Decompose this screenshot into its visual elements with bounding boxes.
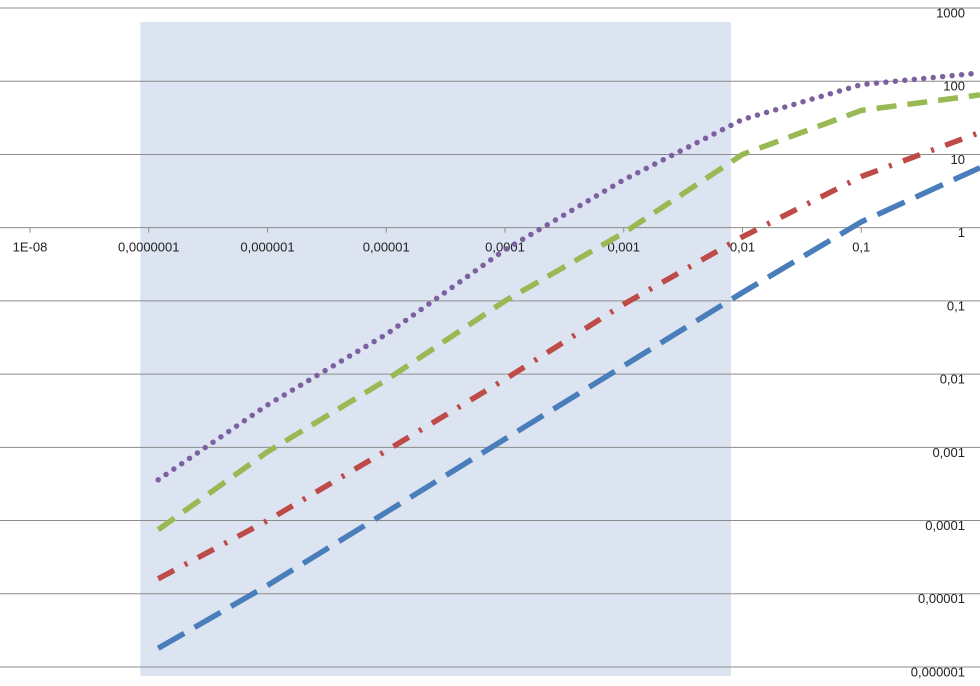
- y-tick-label: 10: [951, 152, 965, 167]
- shaded-region: [140, 22, 731, 676]
- x-tick-label: 0,001: [607, 240, 640, 255]
- series-line: [156, 129, 980, 582]
- x-tick-label: 0,000001: [240, 240, 294, 255]
- y-tick-label: 0,001: [932, 445, 965, 460]
- y-tick-label: 1000: [936, 5, 965, 20]
- x-tick-label: 0,0000001: [118, 240, 179, 255]
- x-tick-label: 0,01: [730, 240, 755, 255]
- series-line: [155, 70, 980, 483]
- series-line: [156, 165, 980, 651]
- series-line: [156, 92, 980, 532]
- y-tick-label: 0,1: [947, 298, 965, 313]
- x-tick-label: 0,1: [852, 240, 870, 255]
- x-tick-label: 1E-08: [13, 240, 48, 255]
- y-tick-label: 0,000001: [911, 664, 965, 679]
- x-tick-label: 0,00001: [363, 240, 410, 255]
- y-tick-label: 0,00001: [918, 591, 965, 606]
- y-tick-label: 1: [958, 225, 965, 240]
- y-tick-label: 0,01: [940, 372, 965, 387]
- y-tick-label: 100: [943, 79, 965, 94]
- y-tick-label: 0,0001: [925, 518, 965, 533]
